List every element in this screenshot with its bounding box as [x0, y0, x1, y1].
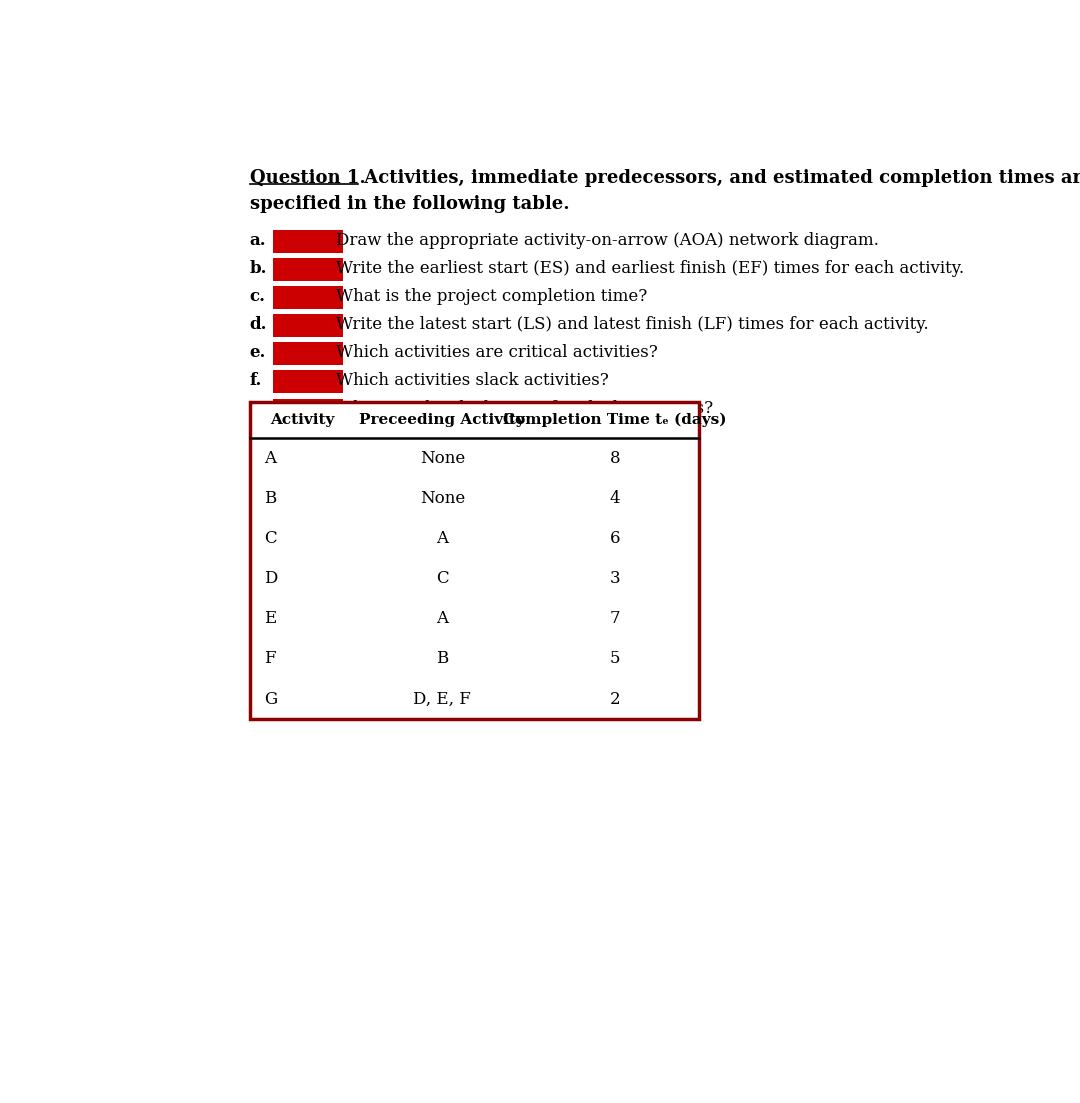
Text: What are the slack times for slack activities?: What are the slack times for slack activ…	[337, 400, 714, 418]
Text: Preceeding Activity: Preceeding Activity	[360, 413, 525, 427]
Bar	[273, 229, 342, 253]
Text: f.: f.	[249, 373, 262, 389]
Text: c.: c.	[249, 288, 266, 306]
Text: Draw the appropriate activity-on-arrow (AOA) network diagram.: Draw the appropriate activity-on-arrow (…	[337, 232, 879, 249]
Text: D, E, F: D, E, F	[414, 690, 471, 707]
Text: 7: 7	[609, 610, 620, 628]
Text: E: E	[264, 610, 275, 628]
Text: C: C	[264, 529, 276, 547]
Text: Which activities are critical activities?: Which activities are critical activities…	[337, 344, 658, 362]
Bar	[249, 401, 699, 719]
Text: 8: 8	[609, 450, 620, 467]
Text: A: A	[264, 450, 275, 467]
Text: Activities, immediate predecessors, and estimated completion times are: Activities, immediate predecessors, and …	[359, 170, 1080, 188]
Text: A: A	[436, 529, 448, 547]
Text: 4: 4	[609, 490, 620, 506]
Text: What is the project completion time?: What is the project completion time?	[337, 288, 648, 306]
Text: Write the latest start (LS) and latest finish (LF) times for each activity.: Write the latest start (LS) and latest f…	[337, 317, 929, 333]
Text: d.: d.	[249, 317, 267, 333]
Text: C: C	[436, 570, 448, 587]
Text: 2: 2	[609, 690, 620, 707]
Text: A: A	[436, 610, 448, 628]
Text: G: G	[264, 690, 276, 707]
Text: F: F	[264, 651, 275, 667]
Bar	[273, 286, 342, 309]
Text: 3: 3	[609, 570, 620, 587]
Text: None: None	[420, 490, 464, 506]
Text: Which activities slack activities?: Which activities slack activities?	[337, 373, 609, 389]
Text: None: None	[420, 450, 464, 467]
Text: Question 1.: Question 1.	[249, 170, 365, 188]
Text: b.: b.	[249, 260, 267, 277]
Text: e.: e.	[249, 344, 266, 362]
Text: 5: 5	[609, 651, 620, 667]
Text: specified in the following table.: specified in the following table.	[249, 195, 569, 213]
Text: Completion Time tₑ (days): Completion Time tₑ (days)	[503, 413, 727, 427]
Text: a.: a.	[249, 232, 267, 249]
Text: B: B	[264, 490, 275, 506]
Text: D: D	[264, 570, 278, 587]
Bar	[273, 342, 342, 365]
Bar	[273, 371, 342, 393]
Text: 6: 6	[609, 529, 620, 547]
Text: g.: g.	[249, 400, 267, 418]
Text: Write the earliest start (ES) and earliest finish (EF) times for each activity.: Write the earliest start (ES) and earlie…	[337, 260, 964, 277]
Text: B: B	[436, 651, 448, 667]
Text: Activity: Activity	[270, 413, 334, 427]
Bar	[273, 398, 342, 421]
Bar	[273, 258, 342, 281]
Bar	[273, 314, 342, 336]
